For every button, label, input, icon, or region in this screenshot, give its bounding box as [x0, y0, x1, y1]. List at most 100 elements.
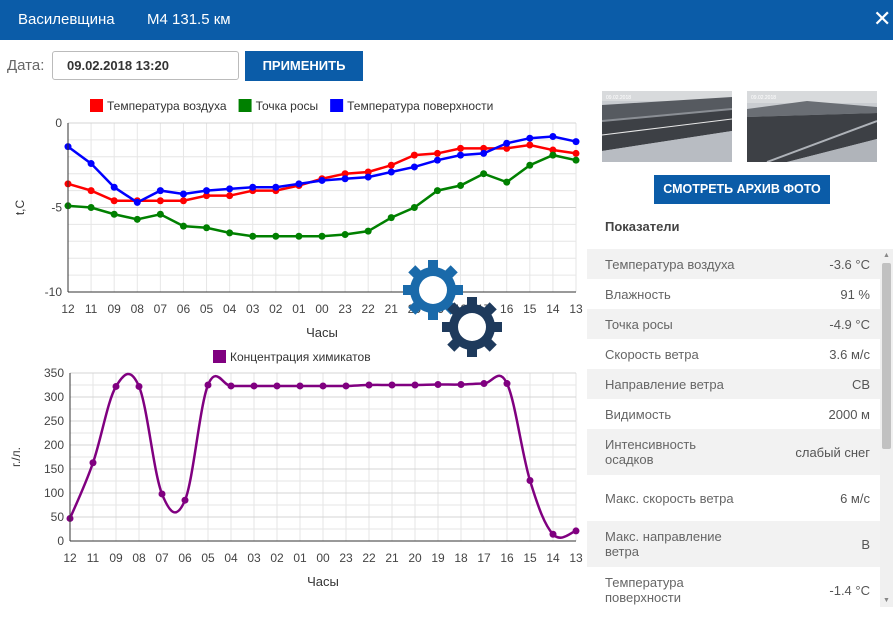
data-point — [342, 382, 350, 390]
indicator-value: -4.9 °C — [829, 316, 870, 332]
data-point — [549, 146, 557, 154]
y-tick-label: 350 — [44, 366, 64, 380]
x-tick-label: 11 — [87, 551, 100, 565]
data-point — [572, 527, 580, 535]
scrollbar-thumb[interactable] — [882, 263, 891, 449]
scroll-up-icon[interactable]: ▲ — [883, 252, 890, 259]
apply-button[interactable]: ПРИМЕНИТЬ — [245, 51, 363, 81]
data-point — [133, 198, 141, 206]
x-tick-label: 16 — [500, 302, 514, 316]
indicator-row: Влажность 91 % — [587, 279, 880, 309]
indicators-table: Температура воздуха -3.6 °C Влажность 91… — [587, 249, 880, 607]
temperature-chart-series — [64, 133, 580, 240]
data-point — [503, 139, 511, 147]
legend-swatch — [213, 350, 226, 363]
data-point — [156, 187, 164, 195]
camera-photo[interactable]: 09.02.2018 — [747, 91, 877, 162]
scroll-down-icon[interactable]: ▼ — [883, 597, 890, 604]
x-tick-label: 13 — [569, 302, 583, 316]
indicator-value: СВ — [851, 376, 870, 392]
legend-swatch — [330, 99, 344, 112]
indicator-label: Направление ветра — [605, 376, 724, 392]
data-point — [526, 141, 534, 149]
x-tick-label: 00 — [315, 302, 329, 316]
x-tick-label: 14 — [546, 302, 560, 316]
data-point — [110, 183, 118, 191]
data-point — [480, 380, 488, 388]
x-tick-label: 02 — [270, 551, 284, 565]
legend-label: Точка росы — [256, 99, 319, 113]
x-tick-label: 05 — [201, 551, 215, 565]
data-point — [112, 382, 120, 390]
y-tick-label: 0 — [57, 534, 64, 548]
y-tick-label: 300 — [44, 390, 64, 404]
camera-photo[interactable]: 09.02.2018 — [602, 91, 732, 162]
data-point — [87, 187, 95, 195]
data-point — [89, 459, 97, 467]
data-point — [87, 204, 95, 211]
legend-label: Температура воздуха — [107, 99, 227, 113]
x-tick-label: 06 — [177, 302, 191, 316]
data-point — [433, 187, 441, 195]
y-tick-label: -5 — [51, 201, 62, 215]
indicator-label: Видимость — [605, 406, 672, 422]
data-point — [434, 381, 442, 389]
indicator-row: Макс. скорость ветра 6 м/с — [587, 475, 880, 521]
station-name: Василевщина — [18, 11, 115, 28]
x-tick-label: 21 — [385, 302, 399, 316]
indicator-row: Точка росы -4.9 °C — [587, 309, 880, 339]
data-point — [549, 151, 557, 159]
svg-text:09.02.2018: 09.02.2018 — [606, 95, 631, 101]
x-tick-label: 01 — [292, 302, 306, 316]
indicator-label: Влажность — [605, 286, 671, 302]
indicator-value: 2000 м — [828, 406, 870, 422]
y-tick-label: 150 — [44, 462, 64, 476]
data-point — [156, 210, 164, 218]
data-point — [480, 149, 488, 157]
x-axis-title: Часы — [307, 574, 339, 589]
x-tick-label: 14 — [546, 551, 560, 565]
date-input[interactable] — [52, 51, 239, 80]
temperature-chart-axes: 0-5-101211090807060504030201002322212019… — [13, 116, 583, 340]
indicator-row: Температура воздуха -3.6 °C — [587, 249, 880, 279]
y-tick-label: 0 — [55, 116, 62, 130]
data-point — [133, 215, 141, 223]
data-point — [249, 183, 257, 191]
photo-archive-button[interactable]: СМОТРЕТЬ АРХИВ ФОТО — [654, 175, 830, 204]
data-point — [249, 232, 257, 240]
x-tick-label: 04 — [223, 302, 237, 316]
data-point — [203, 224, 211, 232]
data-point — [272, 232, 280, 240]
x-tick-label: 00 — [316, 551, 330, 565]
x-tick-label: 15 — [523, 551, 537, 565]
data-point — [526, 134, 534, 142]
data-point — [341, 170, 349, 178]
data-point — [410, 151, 418, 159]
data-point — [319, 382, 327, 390]
data-point — [572, 138, 580, 146]
data-point — [365, 381, 373, 389]
data-point — [203, 192, 211, 200]
x-tick-label: 22 — [362, 551, 376, 565]
chemicals-chart-grid — [69, 372, 577, 542]
data-point — [387, 168, 395, 176]
legend-label: Температура поверхности — [347, 99, 493, 113]
data-point — [433, 149, 441, 157]
data-point — [296, 382, 304, 390]
legend-swatch — [90, 99, 103, 112]
data-point — [387, 214, 395, 222]
x-tick-label: 23 — [338, 302, 352, 316]
close-icon[interactable]: ✕ — [873, 6, 892, 31]
data-point — [179, 222, 187, 230]
indicators-scrollbar[interactable]: ▲ ▼ — [880, 249, 893, 607]
x-tick-label: 03 — [247, 551, 261, 565]
indicator-value: В — [861, 536, 870, 552]
y-axis-title: г./л. — [9, 447, 23, 467]
indicator-label: Точка росы — [605, 316, 673, 332]
indicator-row: Макс. направление ветра В — [587, 521, 880, 567]
x-tick-label: 11 — [85, 302, 98, 316]
data-point — [156, 197, 164, 205]
data-point — [318, 232, 326, 240]
x-tick-label: 19 — [431, 551, 445, 565]
